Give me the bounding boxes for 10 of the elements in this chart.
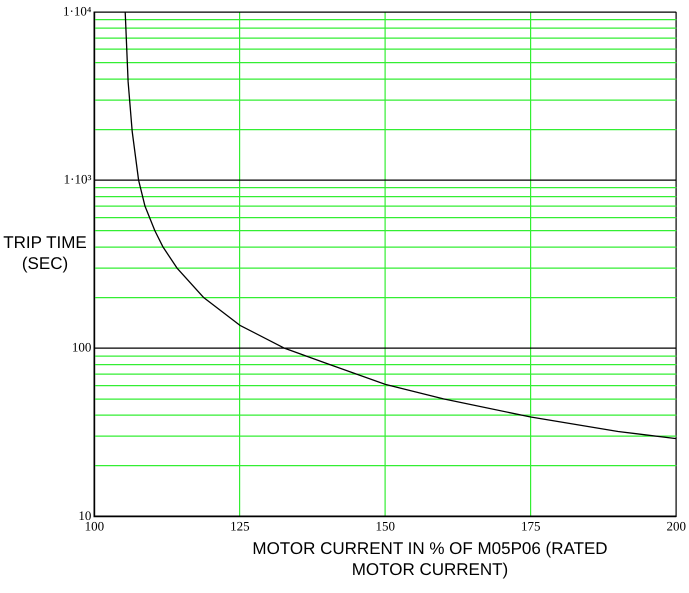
x-tick-label: 200 — [666, 518, 686, 534]
y-tick-label: 1·10³ — [64, 172, 92, 187]
x-tick-label: 175 — [521, 518, 541, 534]
x-tick-label: 125 — [230, 518, 250, 534]
y-tick-label: 1·10⁴ — [62, 3, 92, 18]
x-tick-label: 150 — [376, 518, 396, 534]
y-tick-label: 10 — [78, 508, 92, 523]
x-axis-title: MOTOR CURRENT IN % OF M05P06 (RATED MOTOR CURRENT) — [251, 538, 609, 580]
y-axis-title: TRIP TIME (SEC) — [2, 232, 88, 274]
y-tick-label: 100 — [72, 340, 92, 355]
